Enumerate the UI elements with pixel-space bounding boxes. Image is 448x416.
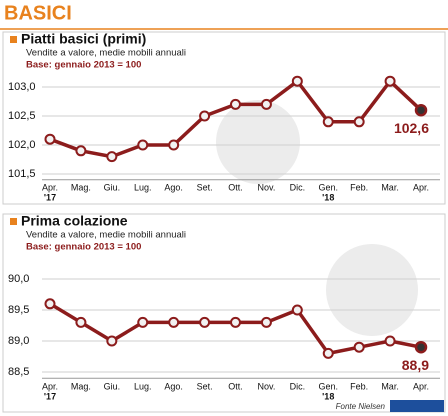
point (230, 98, 241, 110)
x-tick-label: Mar. (381, 182, 399, 192)
x-tick-label: Nov. (257, 182, 275, 192)
page-title: BASICI (4, 2, 72, 24)
point (106, 151, 118, 163)
point (414, 103, 428, 117)
point (106, 335, 118, 347)
point (199, 316, 211, 328)
point (353, 116, 365, 128)
chart-title: Prima colazione (21, 213, 128, 229)
x-tick-label: Gen. (318, 381, 338, 391)
x-tick-label: Gen. (318, 182, 338, 192)
point (75, 145, 87, 157)
chart-subtitle: Vendite a valore, medie mobili annuali (26, 230, 186, 241)
source: Fonte Nielsen (336, 402, 386, 411)
point (44, 298, 56, 310)
x-tick-label: Set. (197, 381, 213, 391)
point (322, 347, 334, 359)
chart-note: Base: gennaio 2013 = 100 (26, 242, 141, 253)
title-marker (10, 218, 17, 225)
chart-note: Base: gennaio 2013 = 100 (26, 60, 141, 71)
x-tick-label: Dic. (290, 182, 306, 192)
point (230, 316, 241, 328)
x-tick-label: Mag. (71, 182, 91, 192)
y-tick-label: 89,0 (8, 335, 29, 347)
logo (390, 400, 444, 412)
x-tick-label: Feb. (350, 381, 368, 391)
value-label: 102,6 (394, 120, 429, 136)
x-tick-label: Apr. (42, 182, 58, 192)
illustration (216, 100, 300, 184)
x-tick-sublabel: '18 (322, 192, 334, 202)
y-tick-label: 103,0 (8, 81, 36, 93)
x-tick-label: Giu. (104, 381, 121, 391)
x-tick-label: Dic. (290, 381, 306, 391)
x-tick-sublabel: '17 (44, 192, 56, 202)
point (168, 316, 180, 328)
x-tick-label: Lug. (134, 381, 152, 391)
point (384, 75, 396, 87)
y-tick-label: 101,5 (8, 168, 36, 180)
value-label: 88,9 (402, 357, 429, 373)
y-tick-label: 88,5 (8, 366, 29, 378)
point (44, 133, 56, 145)
point (168, 139, 180, 151)
x-tick-sublabel: '18 (322, 391, 334, 401)
x-tick-label: Apr. (42, 381, 58, 391)
y-tick-label: 102,5 (8, 110, 36, 122)
x-tick-label: Mar. (381, 381, 399, 391)
x-tick-label: Apr. (413, 182, 429, 192)
point (384, 335, 396, 347)
point (414, 340, 428, 354)
chart-title: Piatti basici (primi) (21, 31, 146, 47)
x-tick-label: Ago. (164, 381, 183, 391)
x-tick-label: Lug. (134, 182, 152, 192)
point (75, 316, 87, 328)
x-tick-sublabel: '17 (44, 391, 56, 401)
illustration (326, 244, 418, 336)
point (260, 316, 272, 328)
x-tick-label: Set. (197, 182, 213, 192)
y-tick-label: 90,0 (8, 273, 29, 285)
point (199, 110, 211, 122)
x-tick-label: Giu. (104, 182, 121, 192)
x-tick-label: Nov. (257, 381, 275, 391)
x-tick-label: Ott. (228, 182, 243, 192)
point (291, 304, 303, 316)
point (353, 341, 365, 353)
x-tick-label: Ago. (164, 182, 183, 192)
chart-subtitle: Vendite a valore, medie mobili annuali (26, 48, 186, 59)
point (137, 139, 149, 151)
y-tick-label: 89,5 (8, 304, 29, 316)
x-tick-label: Mag. (71, 381, 91, 391)
x-tick-label: Feb. (350, 182, 368, 192)
x-tick-label: Apr. (413, 381, 429, 391)
point (322, 116, 334, 128)
point (260, 98, 272, 110)
point (137, 316, 149, 328)
point (291, 75, 303, 87)
y-tick-label: 102,0 (8, 139, 36, 151)
x-tick-label: Ott. (228, 381, 243, 391)
title-marker (10, 36, 17, 43)
